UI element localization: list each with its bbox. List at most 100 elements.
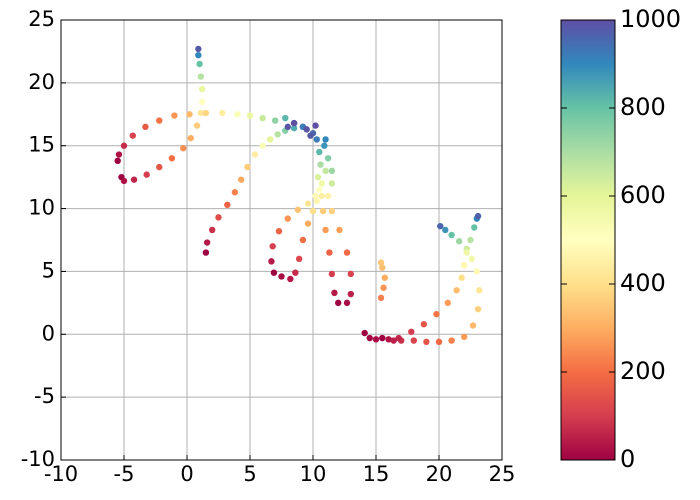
point <box>476 287 483 294</box>
point <box>322 136 329 143</box>
point <box>372 336 380 343</box>
point <box>366 334 373 342</box>
colorbar-tick-label: 200 <box>620 357 666 385</box>
point <box>268 258 275 265</box>
point <box>473 268 480 275</box>
point <box>219 109 226 117</box>
point <box>224 201 231 208</box>
point <box>272 117 279 124</box>
point <box>193 122 201 129</box>
point <box>321 142 328 149</box>
y-tick-label: 20 <box>28 70 55 94</box>
point <box>390 337 397 344</box>
point <box>274 131 281 138</box>
colorbar-tick-label: 0 <box>620 445 635 473</box>
point <box>284 215 291 222</box>
point <box>203 239 211 246</box>
point <box>269 243 276 250</box>
x-tick-label: 15 <box>363 462 390 486</box>
point <box>304 220 312 227</box>
point <box>196 60 203 68</box>
point <box>299 236 307 244</box>
point <box>290 124 298 132</box>
point <box>231 189 239 196</box>
point <box>453 287 460 294</box>
point <box>377 259 385 266</box>
point <box>435 338 443 346</box>
point <box>142 123 149 131</box>
x-tick-label: 10 <box>300 462 327 486</box>
point <box>287 275 294 283</box>
point <box>143 171 150 178</box>
point <box>314 173 322 181</box>
point <box>266 136 274 143</box>
point <box>195 45 202 53</box>
point <box>328 207 336 215</box>
point <box>410 337 417 344</box>
point <box>437 222 444 230</box>
point <box>187 134 194 142</box>
point <box>156 163 163 171</box>
colorbar-tick-label: 600 <box>620 181 666 209</box>
point <box>458 274 465 281</box>
point <box>180 145 187 152</box>
plot-frame <box>60 19 503 461</box>
point <box>313 197 320 205</box>
point <box>275 228 283 235</box>
point <box>120 142 128 149</box>
y-tick-label: 5 <box>42 258 55 282</box>
point <box>290 119 298 127</box>
point <box>168 155 176 162</box>
point <box>385 336 392 343</box>
point <box>361 329 368 337</box>
y-tick-label: 10 <box>28 196 55 220</box>
point <box>448 337 455 344</box>
point <box>307 132 314 139</box>
point <box>129 132 137 139</box>
point <box>317 161 324 168</box>
y-tick-label: -10 <box>21 447 55 471</box>
point <box>343 249 351 256</box>
point <box>347 270 354 278</box>
point <box>304 200 312 207</box>
point <box>115 151 123 158</box>
point <box>246 112 254 119</box>
point <box>295 255 303 263</box>
point <box>377 294 385 302</box>
point <box>423 338 430 346</box>
point <box>156 117 163 124</box>
point <box>312 192 319 200</box>
point <box>448 231 455 239</box>
point <box>234 111 241 118</box>
point <box>316 186 323 193</box>
point <box>197 109 205 117</box>
point <box>408 328 415 335</box>
point <box>316 148 323 156</box>
point <box>259 114 266 122</box>
point <box>319 207 327 215</box>
point <box>202 249 210 256</box>
point <box>343 299 351 307</box>
point <box>324 192 332 200</box>
point <box>471 224 478 231</box>
point <box>312 122 319 129</box>
point <box>198 98 206 105</box>
point <box>198 85 206 93</box>
point <box>381 274 389 281</box>
x-tick-label: 5 <box>243 462 256 486</box>
y-tick-label: 25 <box>28 7 55 31</box>
point <box>326 249 333 256</box>
point <box>469 322 477 329</box>
point <box>186 111 193 118</box>
point <box>395 334 402 342</box>
point <box>120 177 128 185</box>
point <box>444 299 452 307</box>
point <box>244 163 251 171</box>
x-tick-label: 20 <box>426 462 453 486</box>
point <box>347 290 354 298</box>
colorbar <box>560 19 616 461</box>
point <box>474 305 482 313</box>
point <box>468 255 475 263</box>
point <box>331 289 338 296</box>
